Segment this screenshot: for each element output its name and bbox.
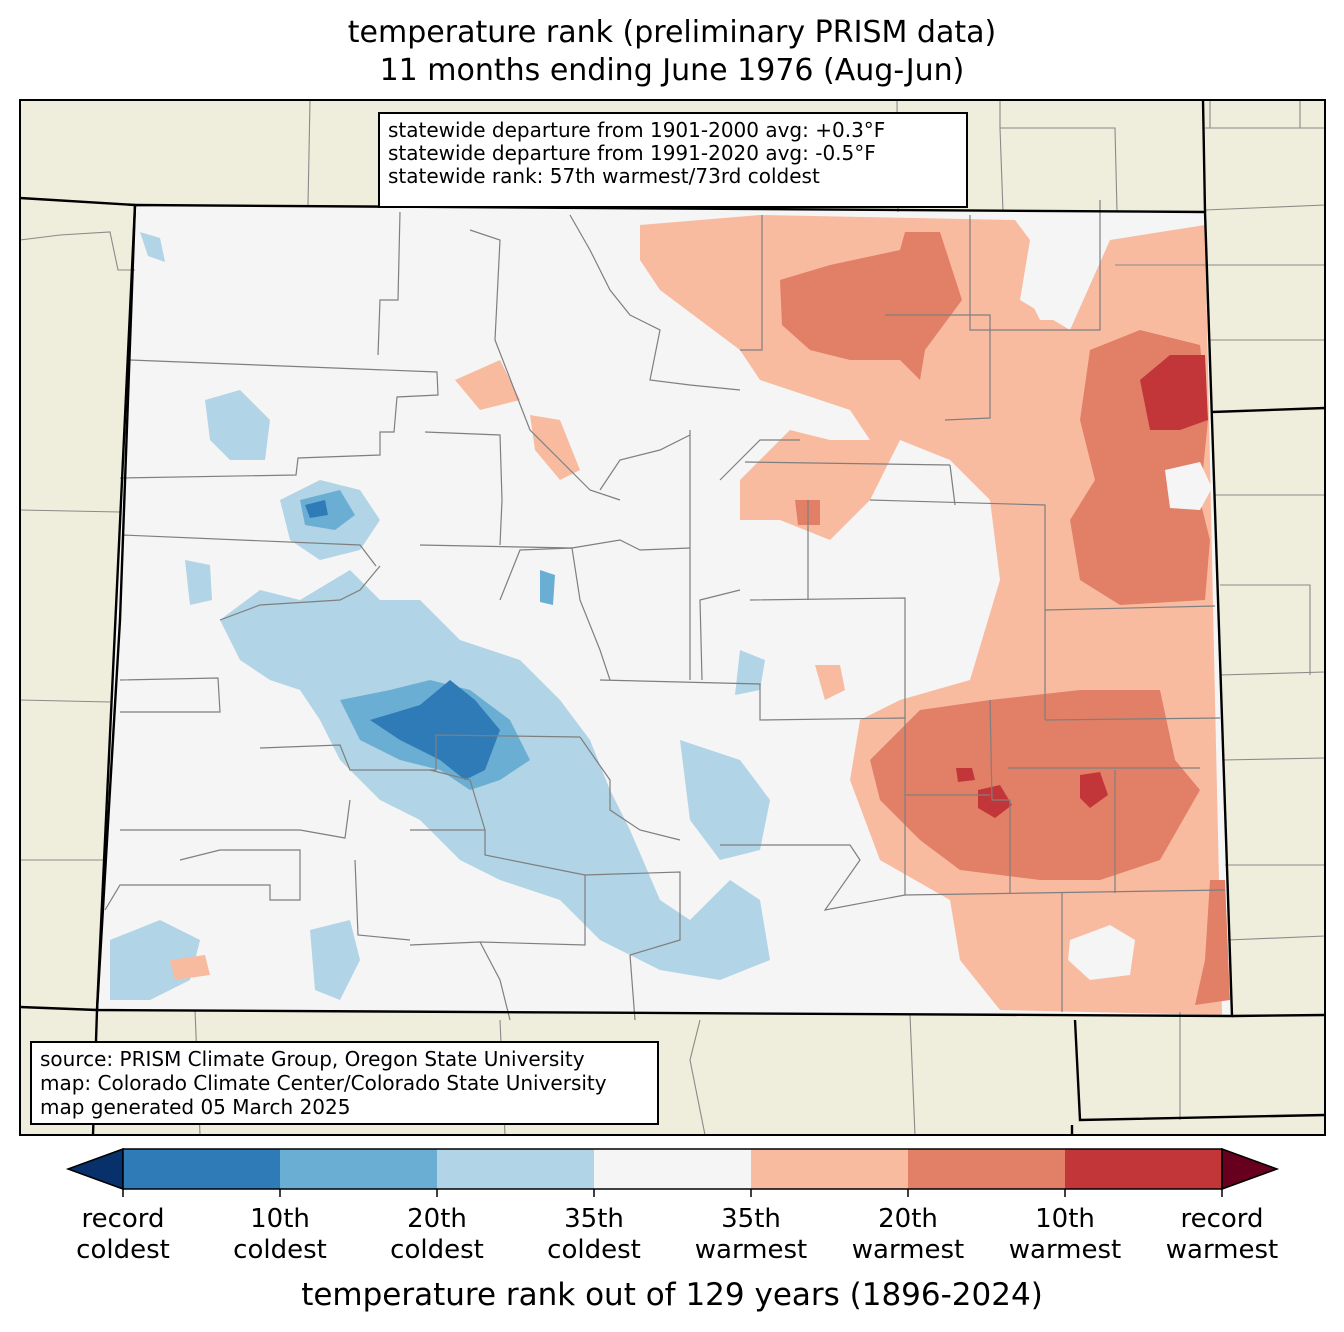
colorbar-segment (908, 1149, 1065, 1189)
cold35-region (110, 920, 200, 1000)
warm35-region (815, 665, 845, 700)
colorbar-tick-label: 10th coldest (233, 1204, 327, 1265)
colorbar-tick-label: record warmest (1165, 1204, 1279, 1265)
state-fill-hole (1068, 925, 1135, 980)
warm10-region (956, 768, 975, 782)
state-fill-hole (1025, 240, 1090, 320)
cold35-region (680, 740, 770, 860)
cold35-region (140, 232, 165, 262)
colorbar-outline (122, 1148, 1223, 1190)
warm35-region (170, 955, 210, 980)
state-fill-hole (1165, 462, 1212, 510)
colorbar-arrow-cold (65, 1147, 124, 1191)
colorbar-tick-label: 35th coldest (547, 1204, 641, 1265)
source-line: map: Colorado Climate Center/Colorado St… (40, 1071, 607, 1095)
cold35-region (185, 560, 212, 605)
source-line: map generated 05 March 2025 (40, 1095, 351, 1119)
map-title: temperature rank (preliminary PRISM data… (347, 15, 997, 50)
colorbar-arrow-warm (1221, 1147, 1280, 1191)
colorbar-segment (594, 1149, 751, 1189)
warm10-region (1080, 772, 1108, 808)
state-borders (19, 99, 1326, 1136)
colorbar-tick-label: 35th warmest (694, 1204, 808, 1265)
warm-anomaly-regions (170, 215, 1230, 1015)
cold10-region (370, 680, 500, 780)
cold35-region (310, 920, 360, 1000)
statewide-stats-box: statewide departure from 1901-2000 avg: … (378, 112, 968, 208)
colorbar-segment (437, 1149, 594, 1189)
colorbar-tick-label: record coldest (76, 1204, 170, 1265)
warm20-region (780, 232, 962, 380)
outside-county-lines (19, 99, 1326, 1136)
warm20-region (870, 690, 1200, 880)
colorbar-segment (751, 1149, 908, 1189)
stats-line: statewide rank: 57th warmest/73rd coldes… (388, 164, 820, 188)
colorbar-tick-label: 20th coldest (390, 1204, 484, 1265)
warm20-region (1195, 880, 1230, 1005)
colorbar-segment (1065, 1149, 1222, 1189)
colorbar-tick-label: 10th warmest (1008, 1204, 1122, 1265)
colorbar (65, 1147, 1280, 1197)
source-line: source: PRISM Climate Group, Oregon Stat… (40, 1047, 585, 1071)
colorbar-segment (280, 1149, 437, 1189)
cold35-region (205, 390, 270, 460)
warm10-region (1140, 355, 1208, 430)
colorbar-label: temperature rank out of 129 years (1896-… (301, 1277, 1043, 1313)
warm35-region (455, 360, 520, 410)
stats-line: statewide departure from 1991-2020 avg: … (388, 141, 876, 165)
source-box: source: PRISM Climate Group, Oregon Stat… (30, 1041, 659, 1125)
cold20-region (540, 570, 555, 605)
colorbar-tick-label: 20th warmest (851, 1204, 965, 1265)
cold20-region (300, 490, 355, 530)
county-lines (104, 200, 1226, 1021)
cold10-region (305, 500, 328, 518)
stats-line: statewide departure from 1901-2000 avg: … (388, 118, 886, 142)
colorbar-segment (123, 1149, 280, 1189)
warm35-region (530, 415, 580, 480)
map-frame (19, 99, 1326, 1136)
map-subtitle: 11 months ending June 1976 (Aug-Jun) (379, 53, 965, 88)
warm10-region (978, 785, 1012, 818)
cold-anomaly-regions (110, 232, 770, 1000)
